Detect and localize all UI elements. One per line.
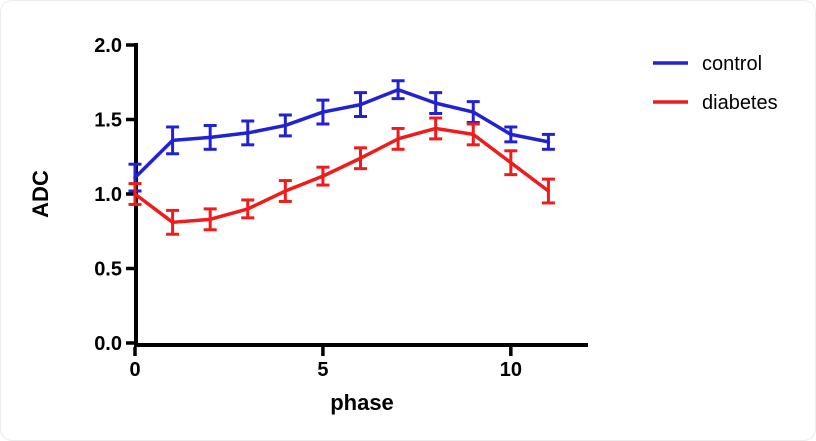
tick-labels: 0.0 0.5 1.0 1.5 2.0 0 5 10 <box>94 35 522 381</box>
data-line <box>133 87 551 180</box>
error-bar <box>541 132 555 151</box>
error-bar <box>541 177 555 205</box>
error-bar <box>316 98 330 126</box>
legend-item-control: control <box>653 53 762 75</box>
x-axis-title: phase <box>330 390 394 415</box>
error-bar <box>203 123 217 151</box>
error-bar <box>128 182 142 206</box>
error-bar <box>504 125 518 144</box>
legend-label: diabetes <box>702 92 778 114</box>
error-bar <box>391 126 405 151</box>
error-bar <box>278 113 292 138</box>
error-bar <box>354 91 367 119</box>
series-control <box>128 79 555 193</box>
x-tick-label: 10 <box>500 359 522 381</box>
tick-marks <box>126 43 513 356</box>
error-bar <box>466 122 480 147</box>
error-bar <box>429 116 443 141</box>
y-tick-label: 2.0 <box>94 35 122 57</box>
error-bar <box>241 198 255 220</box>
legend: control diabetes <box>653 53 778 114</box>
error-bar <box>391 79 405 101</box>
legend-item-diabetes: diabetes <box>653 92 778 114</box>
error-bar <box>241 119 255 147</box>
series-diabetes <box>128 116 555 236</box>
x-tick-label: 0 <box>129 359 140 381</box>
error-bar <box>278 179 292 203</box>
axes <box>134 43 588 347</box>
error-bar <box>429 91 443 116</box>
y-axis-title: ADC <box>28 170 53 218</box>
series-lines <box>128 79 555 236</box>
y-tick-label: 0.0 <box>94 333 122 355</box>
error-bar <box>166 208 180 236</box>
data-line <box>133 126 551 225</box>
error-bar <box>354 146 367 171</box>
y-tick-label: 1.0 <box>94 184 122 206</box>
error-bar <box>504 149 518 177</box>
error-bar <box>316 165 330 187</box>
y-tick-label: 1.5 <box>94 110 122 132</box>
error-bar <box>203 207 217 232</box>
y-tick-label: 0.5 <box>94 259 122 281</box>
error-bar <box>166 125 180 156</box>
x-tick-label: 5 <box>317 359 328 381</box>
legend-label: control <box>702 53 762 75</box>
